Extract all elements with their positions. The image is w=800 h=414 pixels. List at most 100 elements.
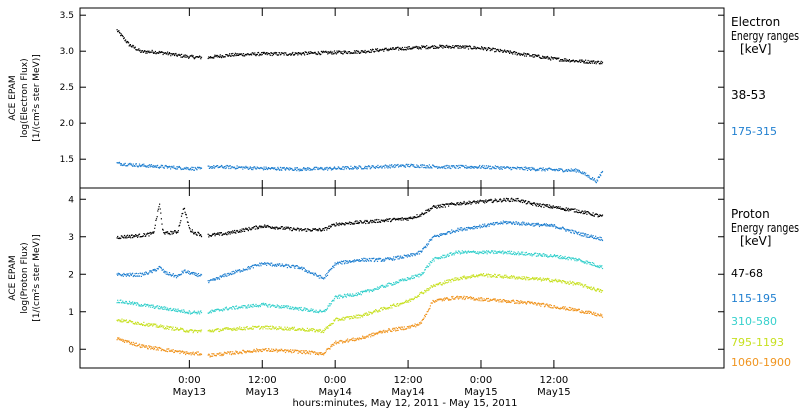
- proton-point: [249, 350, 250, 351]
- electron-point: [358, 52, 359, 53]
- proton-point: [226, 353, 227, 354]
- proton-point: [257, 349, 258, 350]
- proton-point: [200, 235, 201, 236]
- proton-point: [404, 278, 405, 279]
- proton-point: [368, 311, 369, 312]
- proton-point: [271, 349, 272, 350]
- proton-point: [281, 327, 282, 328]
- proton-point: [306, 270, 307, 271]
- proton-point: [534, 278, 535, 279]
- electron-point: [345, 51, 346, 52]
- electron-point: [439, 45, 440, 46]
- electron-point: [148, 51, 149, 52]
- proton-point: [520, 224, 521, 225]
- proton-point: [564, 258, 565, 259]
- electron-point: [147, 53, 148, 54]
- proton-point: [314, 274, 315, 275]
- proton-point: [156, 325, 157, 326]
- proton-point: [215, 311, 216, 312]
- proton-point: [164, 234, 165, 235]
- electron-point: [504, 166, 505, 167]
- proton-point: [221, 330, 222, 331]
- proton-point: [583, 211, 584, 212]
- proton-point: [192, 229, 193, 230]
- proton-point: [487, 274, 488, 275]
- electron-point: [575, 168, 576, 169]
- proton-point: [308, 353, 309, 354]
- proton-point: [228, 273, 229, 274]
- electron-point: [330, 168, 331, 169]
- electron-point: [434, 45, 435, 46]
- proton-point: [237, 329, 238, 330]
- proton-point: [146, 345, 147, 346]
- proton-point: [326, 227, 327, 228]
- electron-point: [201, 57, 202, 58]
- proton-point: [143, 345, 144, 346]
- proton-point: [148, 273, 149, 274]
- proton-point: [393, 304, 394, 305]
- electron-point: [591, 178, 592, 179]
- electron-point: [208, 166, 209, 167]
- electron-point: [230, 168, 231, 169]
- electron-point: [235, 55, 236, 56]
- electron-point: [225, 168, 226, 169]
- proton-point: [467, 202, 468, 203]
- proton-point: [388, 285, 389, 286]
- electron-point: [121, 33, 122, 34]
- proton-point: [167, 308, 168, 309]
- electron-point: [463, 46, 464, 47]
- proton-point: [145, 274, 146, 275]
- proton-point: [372, 220, 373, 221]
- proton-point: [417, 254, 418, 255]
- electron-point: [509, 53, 510, 54]
- proton-point: [523, 222, 524, 223]
- electron-point: [254, 166, 255, 167]
- proton-point: [502, 276, 503, 277]
- proton-point: [258, 351, 259, 352]
- electron-point: [194, 170, 195, 171]
- electron-point: [436, 48, 437, 49]
- proton-point: [465, 277, 466, 278]
- proton-point: [447, 282, 448, 283]
- proton-point: [562, 256, 563, 257]
- proton-point: [195, 275, 196, 276]
- electron-point: [404, 49, 405, 50]
- electron-point: [371, 52, 372, 53]
- proton-point: [485, 275, 486, 276]
- electron-point: [191, 55, 192, 56]
- electron-point: [409, 46, 410, 47]
- electron-point: [217, 55, 218, 56]
- proton-point: [565, 229, 566, 230]
- proton-point: [431, 262, 432, 263]
- proton-point: [503, 253, 504, 254]
- proton-point: [315, 354, 316, 355]
- proton-point: [388, 308, 389, 309]
- proton-point: [218, 234, 219, 235]
- proton-point: [408, 220, 409, 221]
- proton-point: [293, 309, 294, 310]
- electron-point: [264, 167, 265, 168]
- proton-point: [543, 204, 544, 205]
- proton-point: [161, 306, 162, 307]
- electron-point: [484, 165, 485, 166]
- proton-point: [176, 311, 177, 312]
- proton-point: [288, 329, 289, 330]
- proton-point: [218, 277, 219, 278]
- proton-point: [540, 203, 541, 204]
- proton-point: [498, 252, 499, 253]
- proton-point: [259, 265, 260, 266]
- proton-point: [583, 213, 584, 214]
- proton-point: [143, 322, 144, 323]
- electron-point: [320, 167, 321, 168]
- proton-point: [573, 282, 574, 283]
- electron-point: [365, 50, 366, 51]
- proton-point: [425, 269, 426, 270]
- electron-point: [353, 52, 354, 53]
- proton-point: [561, 258, 562, 259]
- proton-point: [538, 254, 539, 255]
- proton-point: [565, 256, 566, 257]
- electron-point: [349, 51, 350, 52]
- proton-point: [170, 274, 171, 275]
- proton-point: [135, 236, 136, 237]
- proton-point: [306, 350, 307, 351]
